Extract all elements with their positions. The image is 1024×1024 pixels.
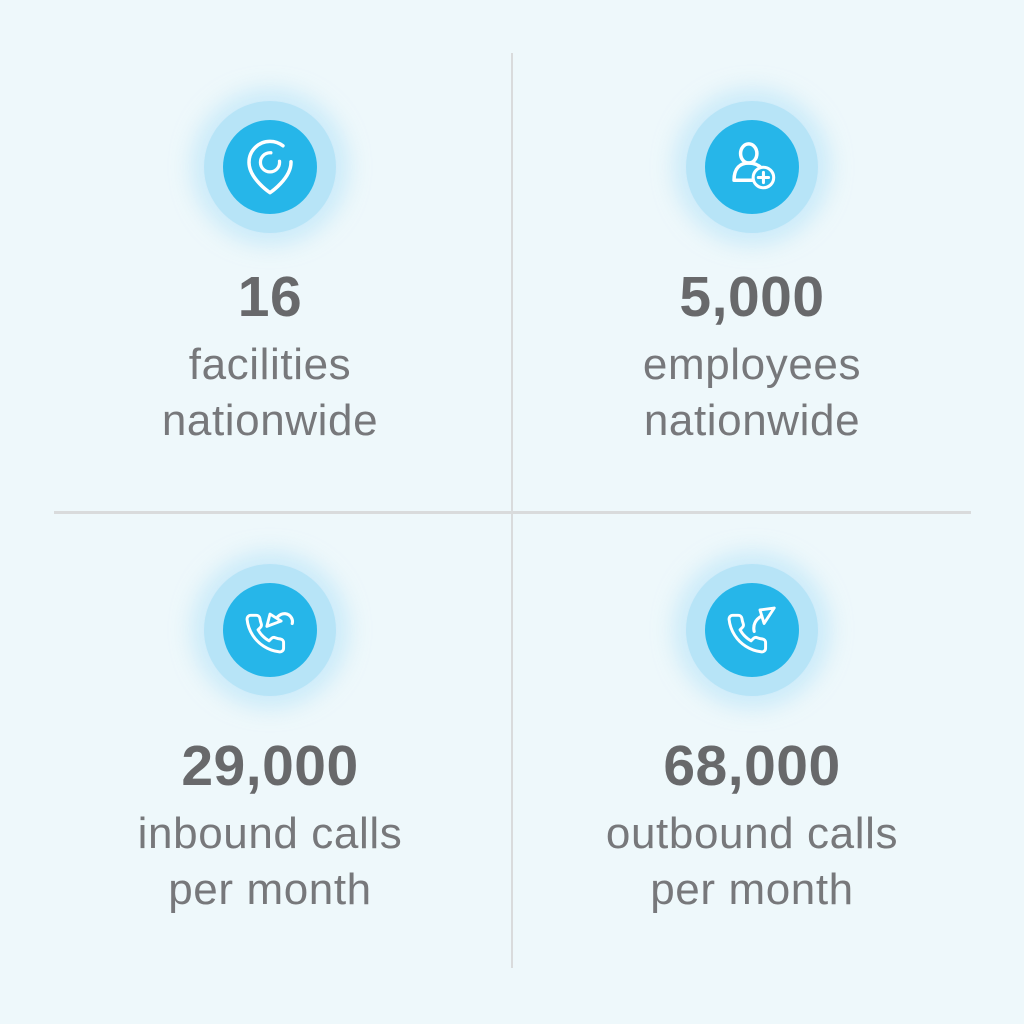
outbound-call-icon xyxy=(705,583,799,677)
inbound-call-icon xyxy=(223,583,317,677)
stat-label-line: inbound calls xyxy=(137,809,403,858)
stat-label: facilities nationwide xyxy=(162,337,378,449)
stat-label-line: outbound calls xyxy=(605,809,899,858)
stat-label-line: employees xyxy=(642,340,862,389)
stat-number: 68,000 xyxy=(663,734,841,798)
stat-number: 29,000 xyxy=(181,734,359,798)
map-pin-icon xyxy=(223,120,317,214)
stat-label: outbound calls per month xyxy=(606,806,898,918)
vertical-divider xyxy=(511,53,513,968)
stat-label-line: nationwide xyxy=(161,396,379,445)
icon-halo xyxy=(686,564,818,696)
stat-number: 16 xyxy=(237,265,303,329)
icon-halo xyxy=(686,101,818,233)
icon-halo xyxy=(204,564,336,696)
stat-label-line: facilities xyxy=(188,340,352,389)
stat-card-inbound-calls: 29,000 inbound calls per month xyxy=(14,512,526,1024)
horizontal-divider xyxy=(54,511,971,514)
stat-card-outbound-calls: 68,000 outbound calls per month xyxy=(496,512,1008,1024)
stat-label: employees nationwide xyxy=(643,337,861,449)
icon-halo xyxy=(204,101,336,233)
stat-label-line: per month xyxy=(650,865,854,914)
stat-number: 5,000 xyxy=(679,265,825,329)
stat-card-employees: 5,000 employees nationwide xyxy=(496,0,1008,512)
stat-label-line: per month xyxy=(168,865,372,914)
add-user-icon xyxy=(705,120,799,214)
stat-label: inbound calls per month xyxy=(138,806,403,918)
stat-card-facilities: 16 facilities nationwide xyxy=(14,0,526,512)
stat-label-line: nationwide xyxy=(643,396,861,445)
